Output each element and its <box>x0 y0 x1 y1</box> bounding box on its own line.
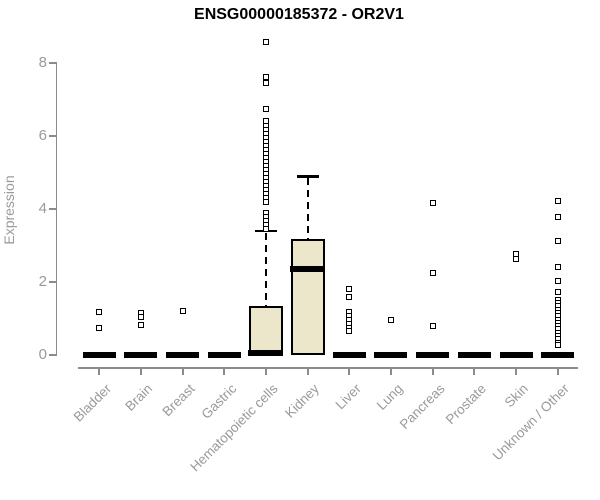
outlier-point <box>262 198 269 205</box>
x-axis-tick <box>556 369 559 375</box>
median-line <box>416 352 450 358</box>
x-tick-label: Kidney <box>282 381 323 421</box>
median-line <box>290 266 326 272</box>
x-tick-label: Liver <box>332 381 364 413</box>
x-tick-label: Skin <box>501 381 531 411</box>
outlier-point <box>429 322 436 329</box>
outlier-point <box>554 264 561 271</box>
x-tick-label: Prostate <box>442 381 489 428</box>
x-axis-tick <box>139 369 142 375</box>
y-axis-tick <box>49 62 56 64</box>
whisker-cap <box>296 175 319 178</box>
x-axis-tick <box>515 369 517 375</box>
y-tick-label: 0 <box>38 346 47 363</box>
outlier-point <box>137 322 144 329</box>
median-line <box>166 352 200 358</box>
median-line <box>374 352 408 358</box>
x-axis-tick <box>473 369 476 375</box>
box <box>248 306 283 355</box>
x-axis-tick <box>223 369 226 375</box>
outlier-point <box>554 277 561 284</box>
outlier-point <box>262 106 269 113</box>
outlier-point <box>554 197 561 204</box>
median-line <box>124 352 158 358</box>
y-axis-tick <box>49 135 56 137</box>
outlier-point <box>179 307 186 314</box>
outlier-point <box>346 328 353 335</box>
median-line <box>541 352 575 358</box>
median-line <box>499 352 533 358</box>
y-axis-tick <box>49 208 56 210</box>
outlier-point <box>554 289 561 296</box>
outlier-point <box>346 285 353 292</box>
y-tick-label: 8 <box>38 54 47 71</box>
x-axis-tick <box>431 369 434 375</box>
y-tick-label: 2 <box>38 273 47 290</box>
median-line <box>332 352 366 358</box>
x-tick-label: Unknown / Other <box>490 381 573 464</box>
outlier-point <box>513 256 519 262</box>
x-tick-label: Breast <box>159 381 198 420</box>
x-axis-tick <box>181 369 184 375</box>
median-line <box>457 352 491 358</box>
x-axis-tick <box>389 369 392 375</box>
x-tick-label: Lung <box>373 381 406 413</box>
x-tick-label: Bladder <box>70 381 114 425</box>
outlier-point <box>262 38 269 45</box>
x-axis-line <box>78 367 578 369</box>
outlier-point <box>96 324 103 331</box>
outlier-point <box>387 316 394 323</box>
x-axis-tick <box>264 369 267 375</box>
x-axis-tick <box>306 369 309 375</box>
outlier-point <box>346 293 353 300</box>
chart-title: ENSG00000185372 - OR2V1 <box>194 6 404 23</box>
outlier-point <box>262 226 269 233</box>
x-tick-label: Brain <box>122 381 156 414</box>
outlier-point <box>96 308 103 315</box>
outlier-point <box>137 313 144 320</box>
outlier-point <box>554 342 561 349</box>
y-axis-line <box>55 62 58 356</box>
whisker-line <box>306 178 309 240</box>
y-axis-tick <box>49 354 56 356</box>
x-tick-label: Gastric <box>198 381 239 422</box>
y-tick-label: 6 <box>38 127 47 144</box>
x-axis-tick <box>98 369 101 375</box>
outlier-point <box>262 80 269 87</box>
y-tick-label: 4 <box>38 200 47 217</box>
outlier-point <box>429 199 436 206</box>
x-axis-tick <box>348 369 351 375</box>
median-line <box>207 352 241 358</box>
outlier-point <box>262 73 269 80</box>
x-tick-label: Pancreas <box>396 381 448 432</box>
box <box>290 239 325 355</box>
median-line <box>248 350 284 356</box>
outlier-point <box>554 213 561 220</box>
outlier-point <box>429 269 436 276</box>
outlier-point <box>554 237 561 244</box>
y-axis-tick <box>49 281 56 283</box>
median-line <box>82 352 116 358</box>
whisker-line <box>264 232 267 307</box>
